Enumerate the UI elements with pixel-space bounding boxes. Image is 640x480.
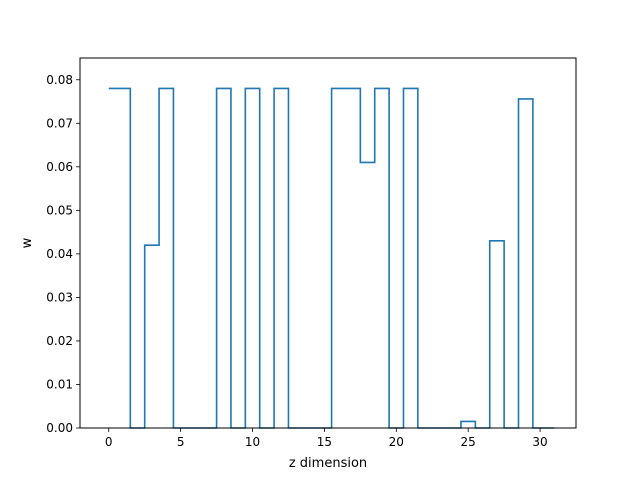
y-axis-label: w: [20, 237, 35, 248]
y-tick-label: 0.01: [46, 377, 73, 391]
y-tick-label: 0.02: [46, 334, 73, 348]
x-tick-label: 30: [532, 435, 547, 449]
y-tick-label: 0.08: [46, 73, 73, 87]
y-tick-label: 0.05: [46, 203, 73, 217]
x-tick-label: 20: [389, 435, 404, 449]
y-tick-label: 0.00: [46, 421, 73, 435]
x-tick-label: 5: [177, 435, 185, 449]
x-tick-label: 25: [461, 435, 476, 449]
x-axis-label: z dimension: [289, 456, 367, 471]
y-tick-label: 0.07: [46, 116, 73, 130]
x-tick-label: 15: [317, 435, 332, 449]
y-axis: 0.00 0.01 0.02 0.03 0.04 0.05 0.06 0.07 0.08: [46, 73, 80, 435]
x-axis: 0 5 10 15 20 25 30: [105, 428, 548, 449]
plot-frame: [79, 57, 577, 429]
y-tick-label: 0.06: [46, 160, 73, 174]
y-tick-label: 0.03: [46, 290, 73, 304]
y-tick-label: 0.04: [46, 247, 73, 261]
x-tick-label: 0: [105, 435, 113, 449]
x-tick-label: 10: [245, 435, 260, 449]
